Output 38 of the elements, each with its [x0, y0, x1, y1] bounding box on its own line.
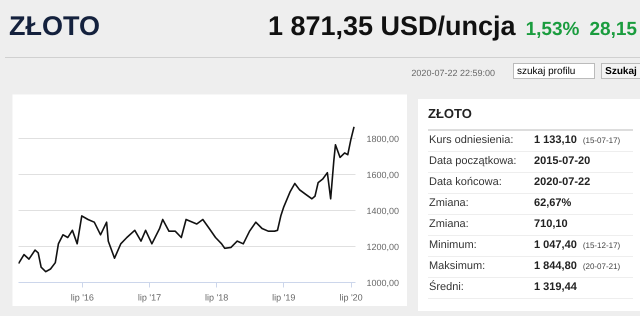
y-tick-label: 1200,00	[366, 242, 400, 252]
x-tick-label: lip '16	[70, 292, 94, 302]
text: 1 133,10	[534, 134, 577, 146]
x-tick-label: lip '17	[138, 292, 162, 302]
text: Maksimum:	[428, 259, 486, 274]
chart-title: ZŁOTO	[9, 10, 100, 43]
y-tick-label: 1800,00	[366, 134, 400, 144]
x-tick-label: lip '19	[272, 292, 296, 302]
text: 1 844,80	[534, 260, 577, 272]
text: Zmiana:	[428, 196, 470, 212]
text: 1,53%	[526, 19, 580, 40]
text: Data początkowa:	[428, 154, 518, 170]
y-tick-label: 1000,00	[366, 278, 400, 288]
text: ZŁOTO	[428, 105, 633, 131]
x-tick-label: lip '20	[339, 292, 363, 302]
text: Średni:	[428, 279, 465, 296]
x-tick-label: lip '18	[205, 292, 228, 302]
y-tick-label: 1600,00	[366, 170, 400, 180]
text: (15-12-17)	[582, 241, 620, 250]
text: 1 047,40	[534, 239, 577, 252]
text: Zmiana:	[428, 217, 470, 232]
text: 2020-07-22	[533, 175, 592, 190]
text: 2020-07-22 22:59:00	[411, 67, 495, 80]
text: 62,67%	[533, 196, 572, 212]
text: 1 319,44	[533, 280, 578, 296]
text: Kurs odniesienia:	[428, 132, 514, 148]
text: 1 871,35 USD/uncja	[268, 11, 516, 41]
line-series	[18, 126, 355, 272]
text: (20-07-21)	[582, 262, 620, 272]
text: Szukaj	[601, 63, 640, 79]
text: 710,10	[533, 217, 569, 232]
text: (15-07-17)	[582, 136, 620, 145]
text: Data końcowa:	[428, 175, 503, 190]
text: 28,15	[589, 19, 637, 40]
text: Minimum:	[428, 238, 478, 254]
text: szukaj profilu	[513, 63, 595, 79]
text: 2015-07-20	[533, 154, 592, 170]
y-tick-label: 1400,00	[366, 206, 400, 216]
